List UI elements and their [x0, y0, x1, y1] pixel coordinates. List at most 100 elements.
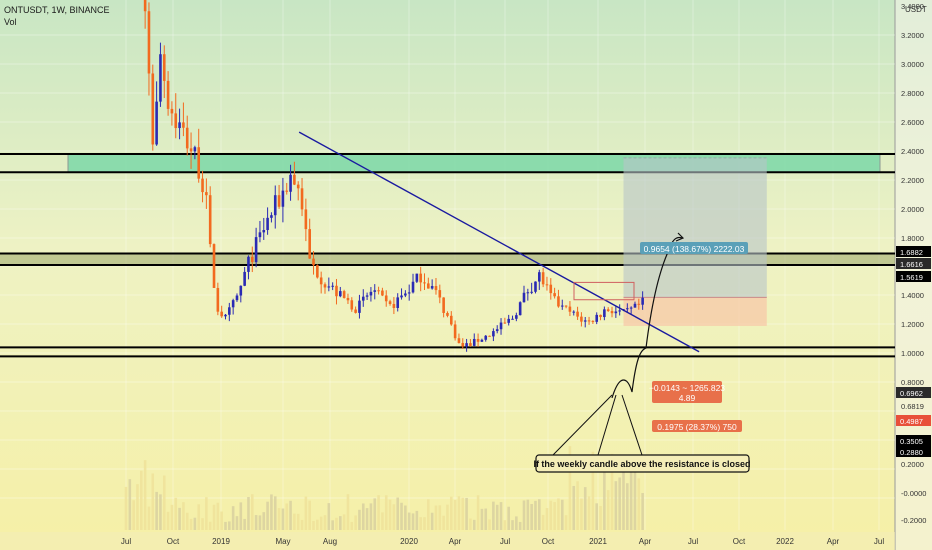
- volume-bar: [549, 500, 553, 530]
- candle-body: [438, 290, 442, 298]
- candle-body: [162, 54, 166, 81]
- candle-body: [511, 318, 514, 320]
- volume-bar: [384, 495, 388, 530]
- volume-bar: [162, 475, 166, 530]
- candle-body: [461, 342, 465, 347]
- candle-body: [205, 192, 208, 196]
- candle-body: [342, 291, 346, 298]
- time-tick-label: Aug: [323, 537, 337, 546]
- position-labels: 0.9654 (138.67%) 2222.03 −0.0143 ~ 1265.8…: [640, 242, 748, 432]
- volume-bar: [453, 499, 457, 530]
- volume-bar: [580, 498, 583, 530]
- volume-bar: [633, 470, 637, 530]
- candle-body: [250, 256, 254, 263]
- price-badge-text: 1.6882: [900, 248, 923, 257]
- time-tick-label: Apr: [449, 537, 462, 546]
- candle-body: [587, 320, 591, 322]
- volume-bar: [629, 467, 633, 530]
- price-badge: 1.6616: [896, 258, 931, 269]
- volume-bar: [143, 460, 147, 530]
- descending-trendline: [298, 131, 700, 353]
- time-tick-label: Jul: [121, 537, 131, 546]
- volume-bar: [381, 512, 384, 530]
- candle-body: [308, 229, 311, 259]
- volume-bar: [641, 493, 644, 530]
- entry-box: [573, 281, 635, 301]
- volume-bar: [507, 506, 510, 530]
- volume-bar: [438, 505, 442, 530]
- volume-bar: [182, 502, 185, 530]
- candle-body: [637, 303, 641, 305]
- candle-body: [564, 305, 568, 307]
- volume-bar: [212, 504, 216, 530]
- candle-body: [449, 315, 453, 325]
- resistance-zone-lower: [0, 253, 895, 266]
- candle-body: [407, 292, 411, 294]
- candle-body: [354, 309, 357, 313]
- volume-bar: [610, 453, 614, 530]
- candle-body: [239, 285, 243, 296]
- volume-bar: [250, 494, 254, 530]
- time-tick-label: May: [275, 537, 290, 546]
- trend-line[interactable]: [298, 131, 700, 353]
- volume-bar: [128, 479, 132, 530]
- volume-bar: [606, 490, 610, 530]
- candle-body: [610, 311, 614, 314]
- candle-body: [254, 237, 258, 263]
- volume-bar: [465, 497, 468, 530]
- volume-bar: [511, 520, 514, 530]
- volume-bar: [159, 494, 162, 530]
- price-tick-label: 1.2000: [901, 320, 924, 329]
- candle-body: [189, 148, 193, 152]
- volume-bar: [568, 446, 572, 530]
- callout-pointer: [621, 394, 643, 456]
- volume-bar: [247, 496, 250, 530]
- chart-header: ONTUSDT, 1W, BINANCE Vol: [4, 4, 110, 28]
- volume-bar: [515, 516, 518, 530]
- volume-bar: [622, 462, 625, 530]
- volume-bar: [564, 515, 568, 530]
- callout-pointer: [597, 394, 617, 456]
- stop-label-bg: [652, 420, 742, 432]
- candle-body: [266, 217, 269, 231]
- candle-body: [515, 315, 518, 319]
- candle-body: [423, 282, 426, 284]
- volume-bar: [503, 520, 507, 530]
- price-tick-label: 0.6819: [901, 402, 924, 411]
- entry-label-text: −0.0143 ~ 1265.823: [649, 383, 725, 393]
- volume-bar: [377, 495, 380, 530]
- candle-body: [143, 0, 147, 12]
- candle-body: [270, 215, 273, 218]
- candle-body: [151, 73, 155, 145]
- time-tick-label: Oct: [167, 537, 180, 546]
- candle-body: [557, 296, 560, 307]
- time-tick-label: Jul: [500, 537, 510, 546]
- candle-body: [518, 302, 522, 316]
- volume-bar: [316, 519, 319, 530]
- candle-body: [178, 122, 181, 129]
- candle-body: [174, 113, 178, 129]
- candle-body: [530, 291, 533, 293]
- volume-bar: [484, 508, 488, 530]
- target-label: 0.9654 (138.67%) 2222.03: [640, 242, 748, 254]
- time-axis-background: [0, 532, 895, 550]
- volume-bar: [480, 508, 484, 530]
- time-tick-label: 2022: [776, 537, 794, 546]
- candle-body: [488, 335, 491, 337]
- candle-body: [339, 291, 342, 297]
- price-tick-label: 2.8000: [901, 89, 924, 98]
- volume-bar: [300, 519, 304, 530]
- candle-body: [247, 256, 250, 272]
- candle-body: [484, 335, 488, 340]
- target-box: [623, 157, 767, 298]
- volume-bar: [289, 500, 292, 530]
- candle-body: [285, 190, 289, 192]
- volume-bar: [304, 496, 308, 530]
- candle-body: [231, 300, 235, 308]
- callout-pointer: [552, 394, 613, 456]
- price-tick-label: 2.4000: [901, 147, 924, 156]
- candle-body: [323, 284, 327, 288]
- candle-body: [457, 338, 461, 343]
- price-badge-bg: [896, 435, 931, 446]
